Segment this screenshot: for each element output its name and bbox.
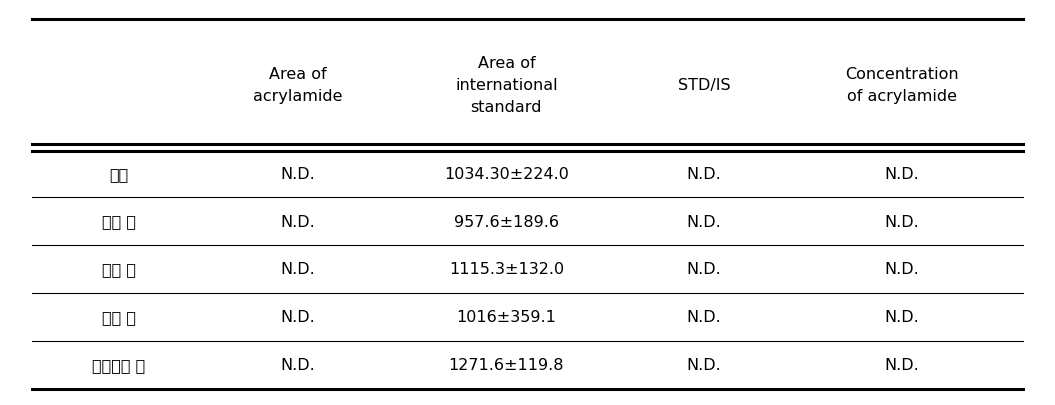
Text: STD/IS: STD/IS — [678, 78, 730, 92]
Text: 분무건조 후: 분무건조 후 — [92, 358, 146, 372]
Text: 1034.30±224.0: 1034.30±224.0 — [444, 166, 569, 181]
Text: 혼합 후: 혼합 후 — [101, 310, 136, 324]
Text: N.D.: N.D. — [885, 214, 919, 229]
Text: N.D.: N.D. — [687, 262, 722, 277]
Text: 1271.6±119.8: 1271.6±119.8 — [448, 358, 564, 372]
Text: N.D.: N.D. — [885, 166, 919, 181]
Text: 농축 후: 농축 후 — [101, 262, 136, 277]
Text: N.D.: N.D. — [687, 358, 722, 372]
Text: 1115.3±132.0: 1115.3±132.0 — [448, 262, 564, 277]
Text: 1016±359.1: 1016±359.1 — [457, 310, 556, 324]
Text: 957.6±189.6: 957.6±189.6 — [454, 214, 559, 229]
Text: N.D.: N.D. — [885, 310, 919, 324]
Text: N.D.: N.D. — [281, 310, 315, 324]
Text: N.D.: N.D. — [687, 214, 722, 229]
Text: N.D.: N.D. — [687, 310, 722, 324]
Text: N.D.: N.D. — [281, 262, 315, 277]
Text: N.D.: N.D. — [281, 214, 315, 229]
Text: N.D.: N.D. — [281, 166, 315, 181]
Text: Concentration
of acrylamide: Concentration of acrylamide — [845, 66, 959, 104]
Text: 조유: 조유 — [109, 166, 129, 181]
Text: N.D.: N.D. — [885, 358, 919, 372]
Text: 살균 후: 살균 후 — [101, 214, 136, 229]
Text: Area of
acrylamide: Area of acrylamide — [253, 66, 343, 104]
Text: Area of
international
standard: Area of international standard — [455, 55, 558, 115]
Text: N.D.: N.D. — [687, 166, 722, 181]
Text: N.D.: N.D. — [281, 358, 315, 372]
Text: N.D.: N.D. — [885, 262, 919, 277]
